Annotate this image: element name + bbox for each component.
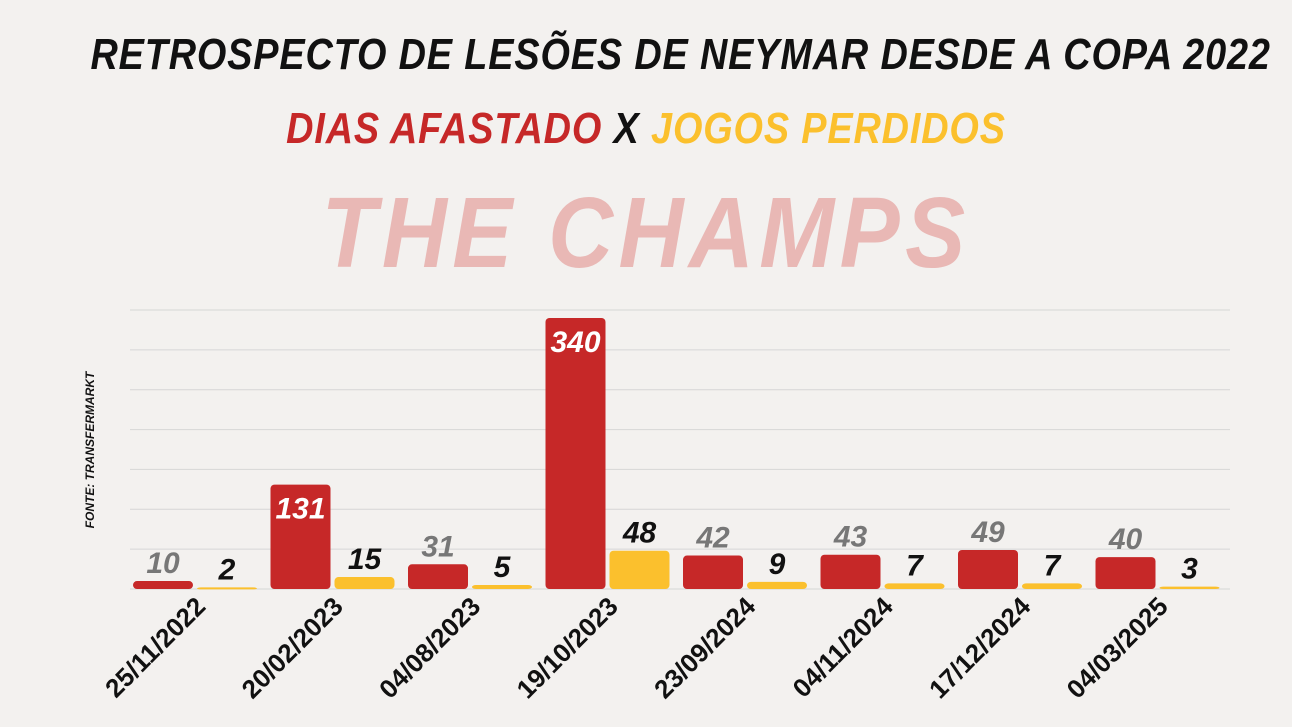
data-label-days: 131 <box>275 493 325 526</box>
data-label-games: 15 <box>348 543 383 576</box>
bar-days <box>683 555 743 589</box>
data-label-games: 5 <box>494 551 512 584</box>
bar-games <box>334 577 395 589</box>
data-label-games: 3 <box>1181 553 1198 586</box>
bar-days <box>958 549 1018 589</box>
chart-title: RETROSPECTO DE LESÕES DE NEYMAR DESDE A … <box>90 30 1271 79</box>
bar-days <box>545 317 606 589</box>
data-label-days: 42 <box>695 522 730 555</box>
data-label-days: 340 <box>550 326 600 359</box>
bar-games <box>472 585 532 589</box>
bar-games <box>609 550 670 589</box>
data-label-days: 10 <box>146 547 180 580</box>
data-label-days: 40 <box>1108 523 1143 556</box>
bar-days <box>820 554 881 589</box>
legend-days: DIAS AFASTADO <box>286 104 603 153</box>
bar-games <box>747 581 807 589</box>
data-label-games: 7 <box>906 549 924 582</box>
data-label-games: 7 <box>1044 549 1062 582</box>
tick-label: 19/10/2023 <box>511 591 624 704</box>
bar-days <box>133 581 193 589</box>
bar-days <box>1095 557 1156 589</box>
data-label-games: 48 <box>622 517 657 550</box>
bar-games <box>1159 586 1220 589</box>
tick-label: 25/11/2022 <box>99 591 211 703</box>
bar-games <box>884 583 945 589</box>
legend-games: JOGOS PERDIDOS <box>651 104 1006 153</box>
data-label-days: 31 <box>421 530 454 563</box>
tick-label: 04/03/2025 <box>1061 591 1174 704</box>
tick-label: 20/02/2023 <box>236 591 349 704</box>
chart-subtitle: DIAS AFASTADO X JOGOS PERDIDOS <box>90 104 1201 154</box>
tick-label: 04/08/2023 <box>373 591 486 704</box>
data-label-games: 2 <box>218 553 236 586</box>
tick-label: 04/11/2024 <box>787 591 900 704</box>
tick-label: 17/12/2024 <box>923 591 1037 705</box>
legend-separator: X <box>613 104 640 153</box>
data-label-days: 49 <box>970 516 1005 549</box>
data-label-days: 43 <box>833 521 868 554</box>
data-label-games: 9 <box>769 548 786 581</box>
tick-label: 23/09/2024 <box>648 591 762 705</box>
bar-games <box>197 587 257 590</box>
watermark-logo: THE CHAMPS <box>321 177 971 289</box>
bar-games <box>1022 583 1082 589</box>
bar-days <box>270 484 331 589</box>
bar-days <box>408 564 468 589</box>
